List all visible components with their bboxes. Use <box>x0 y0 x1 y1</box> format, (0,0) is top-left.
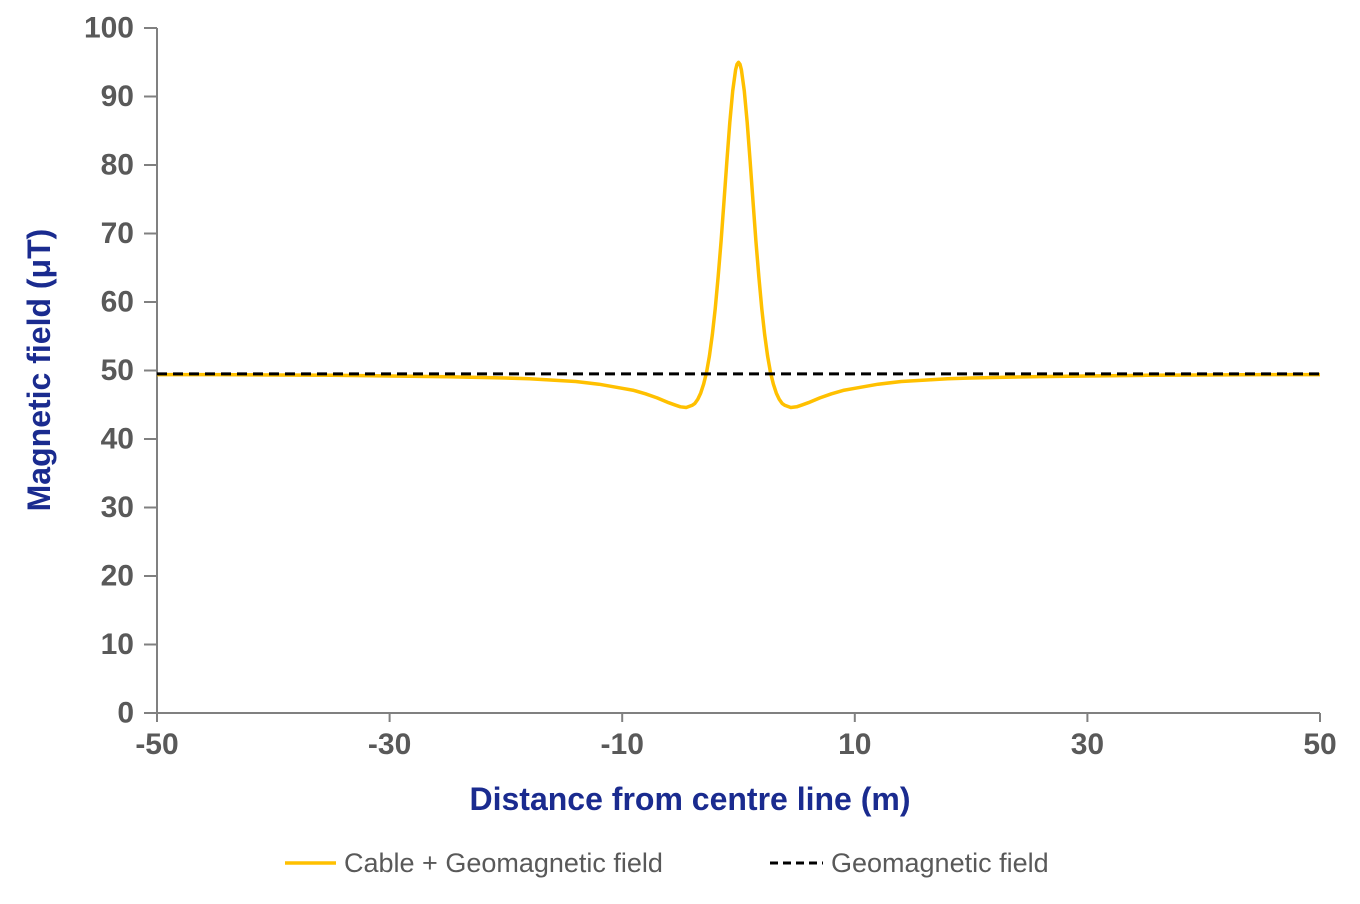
legend-label-geomagnetic: Geomagnetic field <box>831 848 1049 878</box>
y-axis-ticks: 0 10 20 30 40 50 60 70 80 90 100 <box>84 12 157 730</box>
legend: Cable + Geomagnetic field Geomagnetic fi… <box>285 848 1049 878</box>
x-tick-label: 30 <box>1071 728 1104 761</box>
y-tick-label: 10 <box>101 628 134 661</box>
y-tick-label: 50 <box>101 354 134 387</box>
y-tick-label: 40 <box>101 423 134 456</box>
x-tick-label: -50 <box>135 728 178 761</box>
x-tick-label: 10 <box>838 728 871 761</box>
y-tick-label: 80 <box>101 149 134 182</box>
x-axis-ticks: -50 -30 -10 10 30 50 <box>135 713 1337 761</box>
y-tick-label: 30 <box>101 491 134 524</box>
legend-label-cable: Cable + Geomagnetic field <box>344 848 663 878</box>
plot-series <box>157 60 1320 410</box>
x-axis-title: Distance from centre line (m) <box>470 781 911 817</box>
series-line-cable-plus-geomagnetic <box>157 60 1320 410</box>
x-tick-label: 50 <box>1303 728 1336 761</box>
y-tick-label: 20 <box>101 560 134 593</box>
y-tick-label: 0 <box>117 697 134 730</box>
x-tick-label: -10 <box>601 728 644 761</box>
y-tick-label: 90 <box>101 80 134 113</box>
x-tick-label: -30 <box>368 728 411 761</box>
y-tick-label: 70 <box>101 217 134 250</box>
y-tick-label: 100 <box>84 12 134 45</box>
y-axis-title: Magnetic field (μT) <box>21 229 57 512</box>
y-tick-label: 60 <box>101 286 134 319</box>
